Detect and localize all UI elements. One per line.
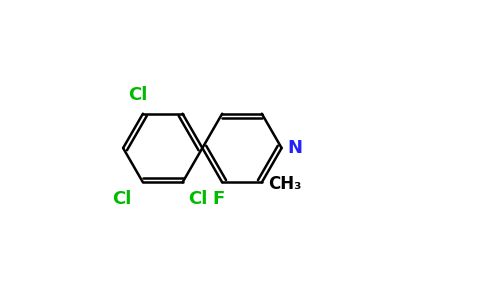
Text: Cl: Cl [128,86,148,104]
Text: CH₃: CH₃ [268,175,301,193]
Text: N: N [287,139,302,157]
Text: Cl: Cl [112,190,131,208]
Text: Cl: Cl [188,190,208,208]
Text: F: F [212,190,225,208]
